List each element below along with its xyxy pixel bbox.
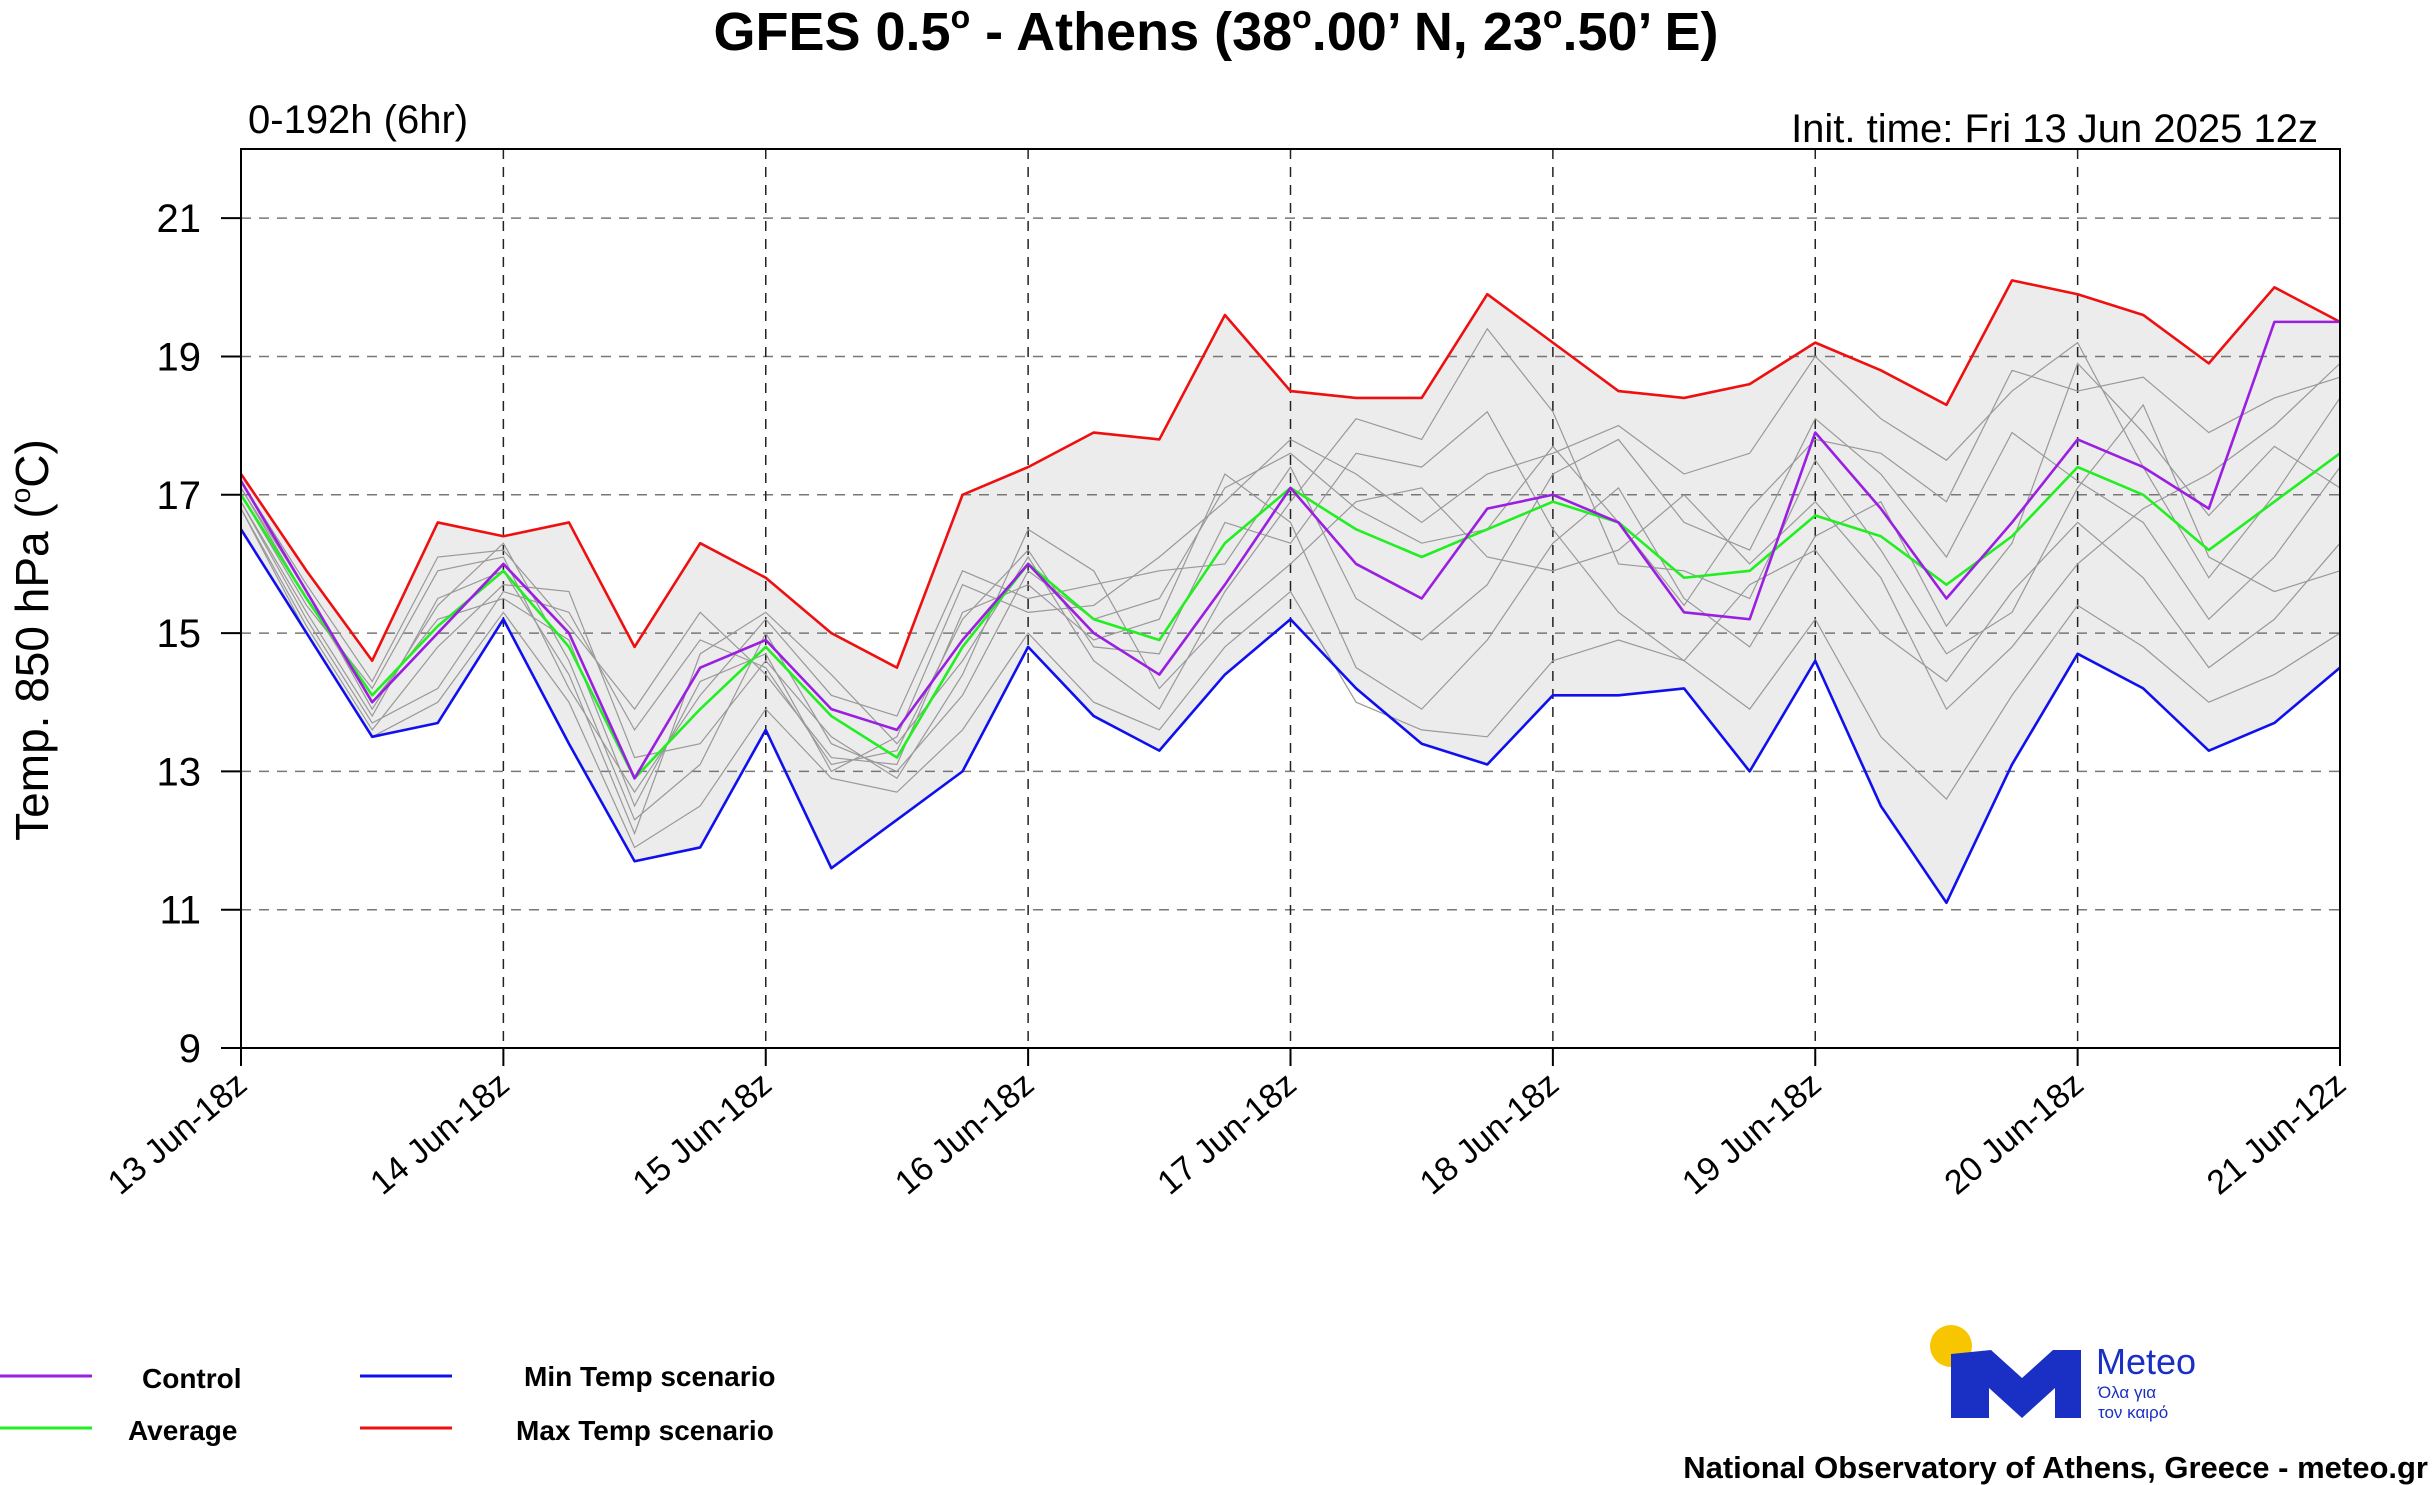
ensemble-members: [240, 327, 2341, 849]
y-tick-label: 19: [157, 335, 202, 379]
legend-min-label: Min Temp scenario: [524, 1361, 776, 1392]
x-tick-label: 13 Jun-18z: [101, 1065, 254, 1202]
x-tick-label: 14 Jun-18z: [363, 1065, 516, 1202]
legend-average-label: Average: [128, 1415, 237, 1446]
series-line-min: [239, 528, 2341, 905]
x-tick-label: 16 Jun-18z: [888, 1065, 1041, 1202]
y-tick-label: 15: [157, 612, 202, 656]
y-ticks: 9 11 13 15 17 19 21: [157, 197, 241, 1071]
y-tick-label: 9: [179, 1027, 201, 1071]
ensemble-member-line: [240, 410, 2341, 766]
x-tick-label: 21 Jun-12z: [2200, 1065, 2353, 1202]
series-line-control: [239, 320, 2340, 780]
ensemble-member-line: [240, 508, 2341, 849]
ensemble-member-line: [240, 341, 2341, 808]
x-tick-label: 15 Jun-18z: [626, 1065, 779, 1202]
forecast-range-label: 0-192h (6hr): [248, 98, 468, 142]
y-tick-label: 17: [157, 474, 202, 518]
chart-title: GFES 0.5o - Athens (38o.00’ N, 23o.50’ E…: [713, 0, 1718, 62]
y-tick-label: 11: [159, 889, 201, 933]
meteo-logo: Meteo Όλα για τον καιρό: [1930, 1325, 2196, 1422]
ensemble-member-line: [240, 362, 2341, 766]
x-tick-label: 20 Jun-18z: [1937, 1065, 2090, 1202]
legend: Control Average Min Temp scenario Max Te…: [0, 1361, 776, 1446]
grid-layer: [241, 149, 2340, 1048]
logo-name: Meteo: [2096, 1341, 2196, 1382]
series-layer: [239, 279, 2341, 905]
legend-control-label: Control: [142, 1363, 242, 1394]
y-axis-label: Temp. 850 hPa (oC): [5, 439, 58, 841]
legend-max-label: Max Temp scenario: [516, 1415, 774, 1446]
x-tick-label: 18 Jun-18z: [1413, 1065, 1566, 1202]
ensemble-member-line: [240, 327, 2341, 836]
logo-tagline-1: Όλα για: [2097, 1383, 2156, 1402]
logo-tagline-2: τον καιρό: [2098, 1403, 2168, 1422]
y-tick-label: 21: [157, 197, 202, 241]
y-tick-label: 13: [157, 750, 202, 794]
x-ticks: 13 Jun-18z 14 Jun-18z 15 Jun-18z 16 Jun-18z…: [101, 1048, 2353, 1202]
logo-m-mark: [1951, 1350, 2081, 1418]
x-tick-label: 19 Jun-18z: [1675, 1065, 1828, 1202]
x-tick-label: 17 Jun-18z: [1150, 1065, 1303, 1202]
init-time-label: Init. time: Fri 13 Jun 2025 12z: [1791, 107, 2318, 151]
ensemble-member-line: [240, 417, 2341, 794]
footer-credit: National Observatory of Athens, Greece -…: [1683, 1450, 2428, 1485]
series-line-max: [239, 279, 2341, 669]
ensemble-member-line: [240, 362, 2341, 780]
